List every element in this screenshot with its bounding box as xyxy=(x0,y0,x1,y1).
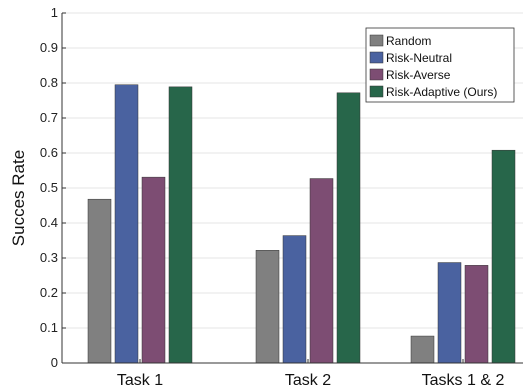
bar-risk-adaptive-ours-3 xyxy=(491,149,516,364)
legend-label: Risk-Adaptive (Ours) xyxy=(386,85,497,99)
bar-risk-averse-3 xyxy=(464,265,489,364)
bar-risk-neutral-1 xyxy=(114,84,139,364)
bars xyxy=(87,84,516,364)
y-tick-labels: 0 0.1 0.2 0.3 0.4 0.5 0.6 0.7 0.8 0.9 1 xyxy=(40,5,58,370)
bar-risk-neutral-2 xyxy=(282,235,307,364)
y-tick-label: 0.7 xyxy=(40,110,58,125)
x-category-label: Tasks 1 & 2 xyxy=(422,372,505,389)
axes xyxy=(61,12,523,364)
legend: Random Risk-Neutral Risk-Averse Risk-Adapti… xyxy=(365,27,515,103)
y-tick-label: 0.6 xyxy=(40,145,58,160)
bar-risk-neutral-3 xyxy=(437,262,462,364)
y-tick-label: 0.8 xyxy=(40,75,58,90)
bar-random-1 xyxy=(87,198,112,364)
bar-risk-adaptive-ours-2 xyxy=(336,92,361,364)
legend-swatch xyxy=(369,68,384,81)
legend-label: Risk-Averse xyxy=(386,68,451,82)
y-tick-label: 0.4 xyxy=(40,215,58,230)
y-axis-label: Succes Rate xyxy=(9,150,28,246)
bar-random-3 xyxy=(410,335,435,364)
legend-label: Risk-Neutral xyxy=(386,51,452,65)
bar-risk-adaptive-ours-1 xyxy=(168,86,193,364)
y-tick-label: 0.9 xyxy=(40,40,58,55)
y-tick-label: 0.3 xyxy=(40,250,58,265)
y-tick-label: 0.5 xyxy=(40,180,58,195)
legend-swatch xyxy=(369,51,384,64)
x-category-label: Task 2 xyxy=(285,372,331,389)
legend-label: Random xyxy=(386,34,431,48)
grid-lines xyxy=(62,12,523,329)
y-tick-label: 0 xyxy=(51,355,58,370)
legend-swatch xyxy=(369,34,384,47)
legend-box xyxy=(365,27,515,103)
y-tick-label: 0.1 xyxy=(40,320,58,335)
x-category-labels: Task 1 Task 2 Tasks 1 & 2 xyxy=(117,372,505,389)
legend-swatch xyxy=(369,85,384,98)
bar-risk-averse-1 xyxy=(141,176,166,364)
bar-random-2 xyxy=(255,250,280,364)
bar-risk-averse-2 xyxy=(309,178,334,364)
y-tick-label: 1 xyxy=(51,5,58,20)
y-tick-label: 0.2 xyxy=(40,285,58,300)
x-category-label: Task 1 xyxy=(117,372,163,389)
